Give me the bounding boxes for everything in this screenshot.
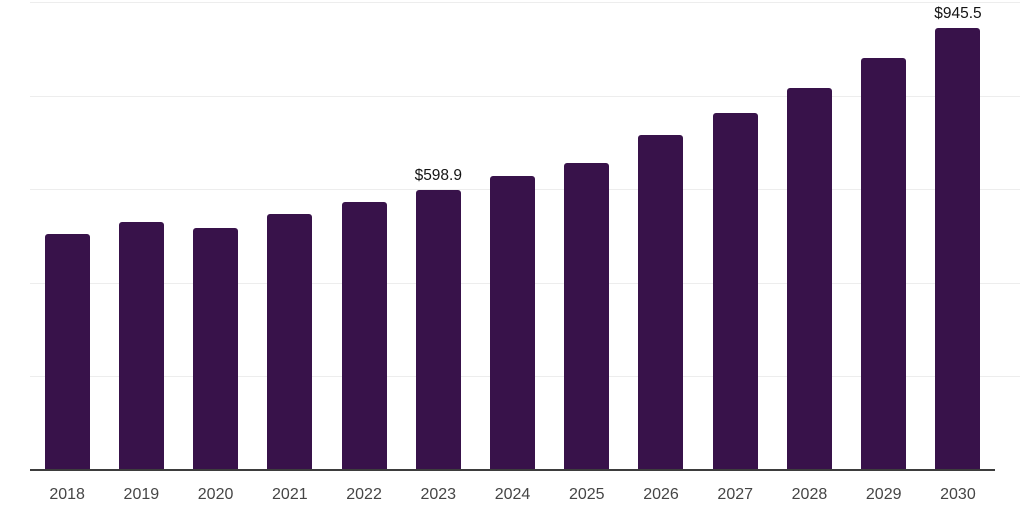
bar-2023[interactable] bbox=[415, 189, 461, 470]
x-tick-2020: 2020 bbox=[197, 486, 234, 503]
bar-group-2027 bbox=[698, 2, 772, 470]
bar-group-2030: $945.5 bbox=[921, 2, 995, 470]
x-tick-2030: 2030 bbox=[940, 486, 976, 503]
bar-value-label-2023: $598.9 bbox=[414, 167, 462, 185]
gridline-800 bbox=[30, 95, 1020, 97]
bar-group-2029 bbox=[847, 2, 921, 470]
bars: $598.9 $945.5 bbox=[30, 2, 995, 470]
bar-2028[interactable] bbox=[786, 88, 832, 470]
bar-2030[interactable] bbox=[935, 27, 981, 470]
x-tick-2022: 2022 bbox=[346, 486, 382, 503]
x-tick-2019: 2019 bbox=[123, 486, 160, 503]
gridline-1000 bbox=[30, 2, 1020, 3]
x-tick-2018: 2018 bbox=[49, 486, 85, 503]
bar-group-2028 bbox=[772, 2, 846, 470]
x-tick-2029: 2029 bbox=[865, 486, 902, 503]
bar-group-2024 bbox=[475, 2, 549, 470]
bar-2026[interactable] bbox=[638, 135, 684, 470]
x-tick-2026: 2026 bbox=[643, 486, 679, 503]
bar-2022[interactable] bbox=[341, 201, 387, 470]
bar-group-2020 bbox=[178, 2, 252, 470]
bar-group-2019 bbox=[104, 2, 178, 470]
bar-value-label-2030: $945.5 bbox=[934, 5, 982, 23]
x-tick-2021: 2021 bbox=[272, 486, 308, 503]
x-tick-2025: 2025 bbox=[568, 486, 605, 503]
bar-2019[interactable] bbox=[118, 222, 164, 470]
bar-2024[interactable] bbox=[490, 175, 536, 470]
x-tick-2023: 2023 bbox=[420, 486, 457, 503]
x-tick-2024: 2024 bbox=[494, 486, 531, 503]
x-tick-2027: 2027 bbox=[717, 486, 754, 503]
bar-group-2018 bbox=[30, 2, 104, 470]
x-tick-2028: 2028 bbox=[791, 486, 828, 503]
x-axis-labels: 2018 2019 2020 2021 2022 2023 2024 2025 2026 2027… bbox=[30, 486, 995, 504]
bar-group-2021 bbox=[253, 2, 327, 470]
bar-2018[interactable] bbox=[44, 233, 90, 470]
bar-group-2022 bbox=[327, 2, 401, 470]
x-axis-line bbox=[30, 469, 995, 471]
bar-2029[interactable] bbox=[861, 58, 907, 470]
bar-2025[interactable] bbox=[564, 163, 610, 470]
bar-2020[interactable] bbox=[193, 227, 239, 470]
bar-group-2026 bbox=[624, 2, 698, 470]
bar-2021[interactable] bbox=[267, 214, 313, 470]
bar-group-2023: $598.9 bbox=[401, 2, 475, 470]
bar-2027[interactable] bbox=[712, 113, 758, 470]
bar-group-2025 bbox=[550, 2, 624, 470]
